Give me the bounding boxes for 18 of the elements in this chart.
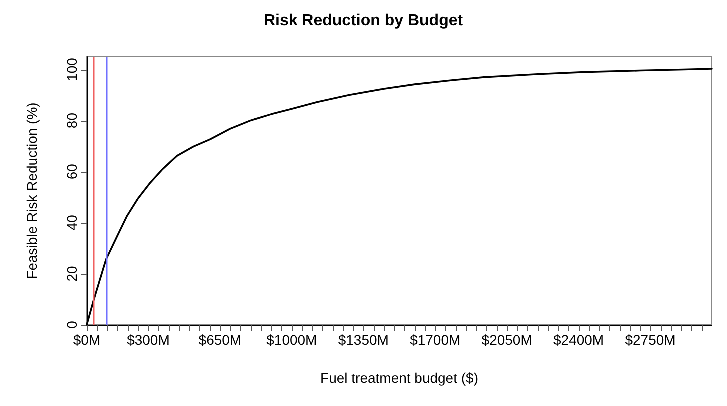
x-tick-label: $300M <box>127 332 170 348</box>
x-tick-label: $1000M <box>266 332 318 348</box>
x-tick-label: $650M <box>198 332 242 348</box>
y-tick-label: 0 <box>64 320 80 329</box>
y-tick-label: 100 <box>64 58 80 82</box>
y-tick-label: 80 <box>64 112 80 129</box>
y-axis-title: Feasible Risk Reduction (%) <box>24 102 40 280</box>
x-tick-label: $1350M <box>338 332 389 348</box>
x-tick-label: $1700M <box>410 332 461 348</box>
x-tick-label: $0M <box>73 332 101 348</box>
y-tick-label: 60 <box>64 164 80 180</box>
chart-title: Risk Reduction by Budget <box>264 12 464 30</box>
x-tick-label: $2400M <box>554 332 604 348</box>
y-tick-label: 40 <box>64 214 80 231</box>
x-tick-label: $2750M <box>625 332 676 348</box>
x-axis-title: Fuel treatment budget ($) <box>320 370 478 386</box>
x-tick-label: $2050M <box>482 332 532 348</box>
y-tick-label: 20 <box>64 266 80 282</box>
